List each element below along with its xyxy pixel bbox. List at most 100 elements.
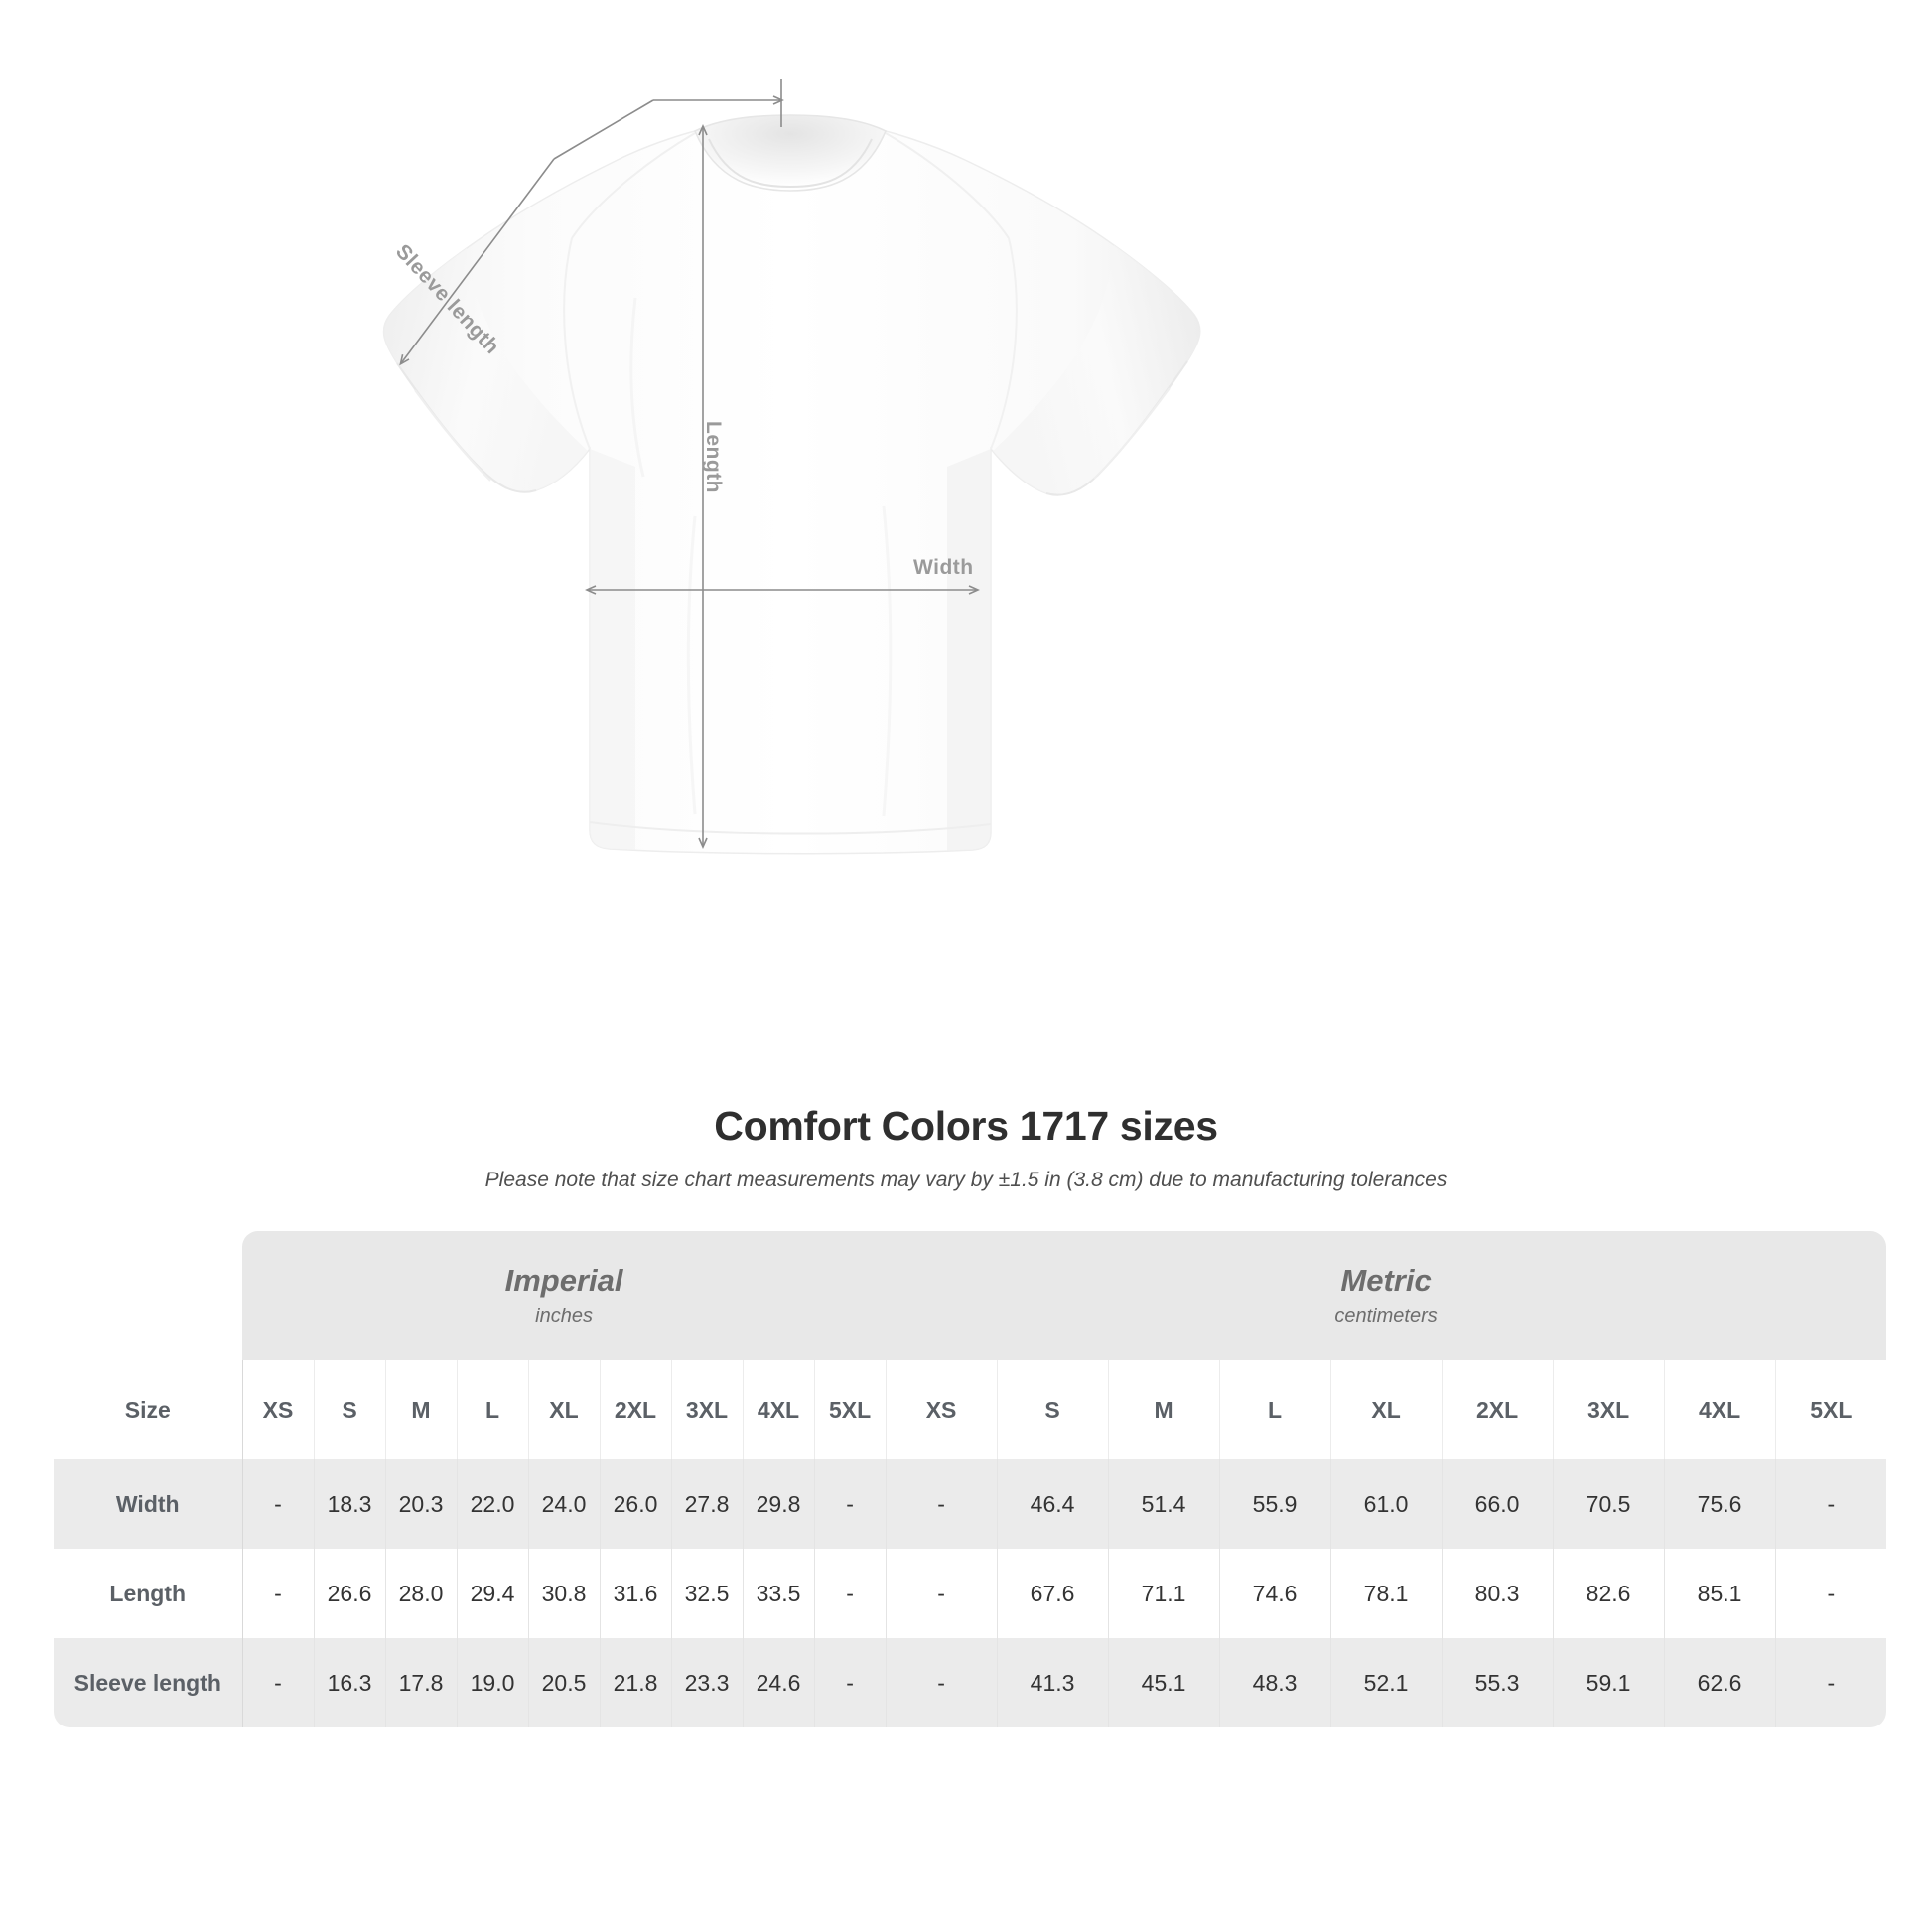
unit-header-row: Imperial inches Metric centimeters [54, 1231, 1887, 1361]
cell-sleeve-imperial-5xl: - [814, 1638, 887, 1728]
cell-sleeve-metric-s: 41.3 [997, 1638, 1109, 1728]
cell-length-metric-l: 74.6 [1219, 1549, 1331, 1639]
cell-width-metric-m: 51.4 [1108, 1459, 1220, 1550]
cell-sleeve-metric-3xl: 59.1 [1553, 1638, 1665, 1728]
cell-width-imperial-l: 22.0 [457, 1459, 529, 1550]
size-col-metric-xl: XL [1330, 1360, 1443, 1460]
cell-length-imperial-xl: 30.8 [528, 1549, 601, 1639]
sleeve-bend-upper [553, 99, 654, 160]
cell-width-metric-4xl: 75.6 [1664, 1459, 1776, 1550]
tshirt-diagram: Sleeve length Length Width [382, 79, 1201, 855]
cell-length-imperial-m: 28.0 [385, 1549, 458, 1639]
size-col-metric-m: M [1108, 1360, 1220, 1460]
unit-group-metric-sub: centimeters [1334, 1306, 1438, 1328]
cell-length-metric-xs: - [886, 1549, 998, 1639]
cell-sleeve-imperial-2xl: 21.8 [600, 1638, 672, 1728]
cell-length-metric-2xl: 80.3 [1442, 1549, 1554, 1639]
cell-width-imperial-s: 18.3 [314, 1459, 386, 1550]
cell-sleeve-imperial-s: 16.3 [314, 1638, 386, 1728]
cell-length-metric-s: 67.6 [997, 1549, 1109, 1639]
tolerance-note: Please note that size chart measurements… [484, 1169, 1448, 1192]
cell-width-metric-s: 46.4 [997, 1459, 1109, 1550]
row-label-sleeve-length: Sleeve length [54, 1638, 243, 1728]
page-title: Comfort Colors 1717 sizes [714, 1103, 1218, 1149]
size-header-row: Size XS S M L XL 2XL 3XL 4XL 5XL XS S M … [54, 1360, 1887, 1460]
table-row: Sleeve length - 16.3 17.8 19.0 20.5 21.8… [54, 1638, 1887, 1728]
cell-length-imperial-xs: - [242, 1549, 315, 1639]
size-col-imperial-s: S [314, 1360, 386, 1460]
size-col-metric-xs: XS [886, 1360, 998, 1460]
cell-length-metric-xl: 78.1 [1330, 1549, 1443, 1639]
cell-width-imperial-2xl: 26.0 [600, 1459, 672, 1550]
cell-width-imperial-xs: - [242, 1459, 315, 1550]
cell-width-metric-xl: 61.0 [1330, 1459, 1443, 1550]
cell-sleeve-metric-xs: - [886, 1638, 998, 1728]
cell-sleeve-imperial-4xl: 24.6 [743, 1638, 815, 1728]
cell-width-metric-l: 55.9 [1219, 1459, 1331, 1550]
unit-group-metric-name: Metric [1340, 1263, 1432, 1299]
cell-length-imperial-5xl: - [814, 1549, 887, 1639]
size-col-imperial-2xl: 2XL [600, 1360, 672, 1460]
cell-sleeve-metric-l: 48.3 [1219, 1638, 1331, 1728]
size-col-metric-s: S [997, 1360, 1109, 1460]
length-label: Length [702, 421, 725, 493]
size-chart-table-wrapper: Imperial inches Metric centimeters Size … [54, 1231, 1887, 1728]
size-col-metric-5xl: 5XL [1775, 1360, 1887, 1460]
cell-length-metric-5xl: - [1775, 1549, 1887, 1639]
cell-length-imperial-l: 29.4 [457, 1549, 529, 1639]
cell-length-imperial-3xl: 32.5 [671, 1549, 744, 1639]
cell-length-metric-4xl: 85.1 [1664, 1549, 1776, 1639]
size-col-imperial-m: M [385, 1360, 458, 1460]
cell-sleeve-imperial-xl: 20.5 [528, 1638, 601, 1728]
size-col-imperial-4xl: 4XL [743, 1360, 815, 1460]
size-header-label: Size [54, 1360, 243, 1460]
measurement-guides [399, 79, 980, 849]
cell-width-imperial-m: 20.3 [385, 1459, 458, 1550]
cell-length-imperial-4xl: 33.5 [743, 1549, 815, 1639]
unit-group-imperial-sub: inches [535, 1306, 593, 1328]
title-block: Comfort Colors 1717 sizes Please note th… [0, 1103, 1932, 1192]
sleeve-length-line [399, 158, 555, 366]
tshirt-illustration [382, 79, 1201, 855]
cell-width-metric-3xl: 70.5 [1553, 1459, 1665, 1550]
cell-sleeve-metric-xl: 52.1 [1330, 1638, 1443, 1728]
table-row: Length - 26.6 28.0 29.4 30.8 31.6 32.5 3… [54, 1549, 1887, 1639]
cell-width-imperial-5xl: - [814, 1459, 887, 1550]
cell-length-imperial-2xl: 31.6 [600, 1549, 672, 1639]
row-label-width: Width [54, 1459, 243, 1550]
cell-sleeve-metric-2xl: 55.3 [1442, 1638, 1554, 1728]
cell-width-metric-2xl: 66.0 [1442, 1459, 1554, 1550]
cell-sleeve-metric-4xl: 62.6 [1664, 1638, 1776, 1728]
unit-header-spacer [54, 1231, 242, 1361]
cell-length-metric-3xl: 82.6 [1553, 1549, 1665, 1639]
size-col-metric-2xl: 2XL [1442, 1360, 1554, 1460]
size-col-imperial-3xl: 3XL [671, 1360, 744, 1460]
size-chart-table: Imperial inches Metric centimeters Size … [54, 1231, 1887, 1728]
size-col-metric-l: L [1219, 1360, 1331, 1460]
cell-width-imperial-3xl: 27.8 [671, 1459, 744, 1550]
cell-width-metric-xs: - [886, 1459, 998, 1550]
size-col-imperial-5xl: 5XL [814, 1360, 887, 1460]
cell-sleeve-imperial-3xl: 23.3 [671, 1638, 744, 1728]
tshirt-shape [382, 114, 1201, 855]
width-label: Width [913, 556, 974, 579]
cell-width-imperial-xl: 24.0 [528, 1459, 601, 1550]
cell-width-imperial-4xl: 29.8 [743, 1459, 815, 1550]
size-col-imperial-l: L [457, 1360, 529, 1460]
cell-width-metric-5xl: - [1775, 1459, 1887, 1550]
cell-sleeve-imperial-m: 17.8 [385, 1638, 458, 1728]
cell-length-imperial-s: 26.6 [314, 1549, 386, 1639]
row-label-length: Length [54, 1549, 243, 1639]
cell-sleeve-imperial-xs: - [242, 1638, 315, 1728]
cell-sleeve-metric-5xl: - [1775, 1638, 1887, 1728]
unit-group-metric: Metric centimeters [886, 1231, 1887, 1361]
size-col-imperial-xl: XL [528, 1360, 601, 1460]
size-col-metric-4xl: 4XL [1664, 1360, 1776, 1460]
cell-length-metric-m: 71.1 [1108, 1549, 1220, 1639]
unit-group-imperial-name: Imperial [504, 1263, 623, 1299]
size-col-imperial-xs: XS [242, 1360, 315, 1460]
table-row: Width - 18.3 20.3 22.0 24.0 26.0 27.8 29… [54, 1459, 1887, 1550]
size-col-metric-3xl: 3XL [1553, 1360, 1665, 1460]
cell-sleeve-imperial-l: 19.0 [457, 1638, 529, 1728]
cell-sleeve-metric-m: 45.1 [1108, 1638, 1220, 1728]
